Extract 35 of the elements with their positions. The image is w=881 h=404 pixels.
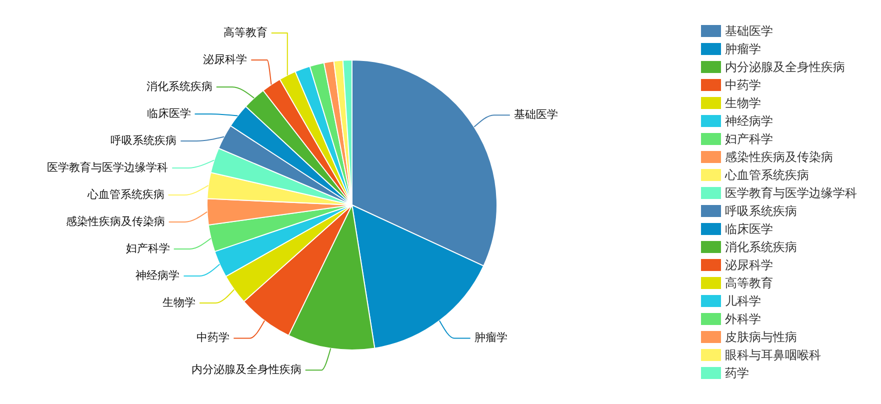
slice-label: 内分泌腺及全身性疾病 (191, 363, 302, 376)
legend-label: 儿科学 (725, 294, 761, 308)
legend-label: 药学 (725, 366, 749, 380)
legend-label: 中药学 (725, 78, 761, 92)
legend-label: 高等教育 (725, 276, 773, 290)
slice-label: 心血管系统疾病 (86, 188, 164, 201)
legend-label: 外科学 (725, 312, 761, 326)
legend-label: 基础医学 (725, 24, 773, 38)
slice-label: 呼吸系统疾病 (110, 134, 177, 147)
slice-label: 高等教育 (223, 26, 268, 39)
legend-label: 皮肤病与性病 (725, 330, 797, 344)
slice-label: 神经病学 (136, 269, 180, 282)
legend-label: 心血管系统疾病 (724, 168, 809, 182)
slice-label: 泌尿科学 (203, 53, 248, 66)
legend-label: 医学教育与医学边缘学科 (725, 186, 857, 200)
slice-label: 临床医学 (146, 107, 191, 120)
legend-label: 内分泌腺及全身性疾病 (725, 60, 845, 74)
legend-label: 泌尿科学 (725, 258, 773, 272)
legend-label: 神经病学 (725, 114, 773, 128)
slice-label: 消化系统疾病 (146, 80, 212, 93)
legend-label: 生物学 (725, 96, 761, 110)
slice-label: 医学教育与医学边缘学科 (47, 161, 168, 174)
legend-label: 肿瘤学 (725, 42, 761, 56)
legend-label: 临床医学 (725, 222, 773, 236)
slice-label: 肿瘤学 (474, 331, 508, 344)
slice-label: 生物学 (162, 296, 196, 309)
legend-label: 消化系统疾病 (725, 240, 797, 254)
slice-label: 感染性疾病及传染病 (66, 215, 165, 228)
slice-label: 基础医学 (514, 108, 558, 122)
legend-label: 呼吸系统疾病 (725, 204, 797, 218)
slice-label: 妇产科学 (126, 242, 170, 255)
legend-label: 感染性疾病及传染病 (725, 150, 833, 164)
slice-label: 中药学 (196, 331, 230, 344)
legend-label: 眼科与耳鼻咽喉科 (725, 348, 821, 362)
legend-label: 妇产科学 (725, 132, 773, 146)
